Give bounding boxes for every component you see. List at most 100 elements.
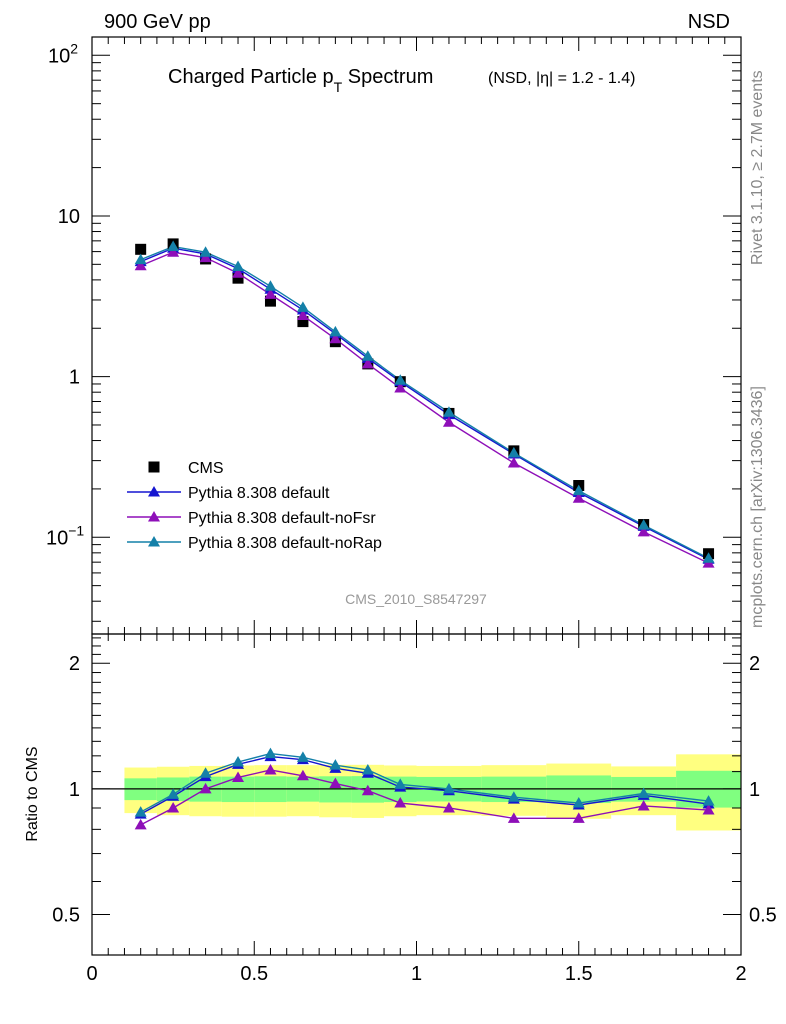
ratio-point-noFsr <box>637 799 650 811</box>
ratio-point-noRap <box>134 806 147 817</box>
data-point-noRap <box>394 374 407 385</box>
rivet-version-label: Rivet 3.1.10, ≥ 2.7M events <box>749 70 766 265</box>
data-point-noFsr <box>329 332 342 344</box>
data-point-noRap <box>572 484 585 496</box>
y-tick-label: 1 <box>69 367 80 389</box>
ratio-point-noFsr <box>394 797 407 808</box>
ratio-point-noFsr <box>167 801 180 813</box>
data-point-noFsr <box>264 288 277 299</box>
x-tick-label: 1 <box>411 963 422 985</box>
data-point-noRap <box>134 253 147 265</box>
ratio-point-noFsr <box>329 777 342 789</box>
ratio-point-noRap <box>394 778 407 789</box>
ratio-line-noFsr <box>140 769 709 826</box>
data-point-noFsr <box>232 267 245 278</box>
ratio-point-noRap <box>199 767 212 778</box>
ratio-point-noRap <box>361 763 374 775</box>
ratio-point-noRap <box>572 797 585 808</box>
ratio-line-noRap <box>140 752 709 813</box>
data-point-noRap <box>199 246 212 257</box>
data-point-noFsr <box>199 251 212 263</box>
main-title-text: Charged Particle p <box>168 66 334 88</box>
x-tick-label: 0.5 <box>240 963 268 985</box>
ratio-y-tick-label-left: 0.5 <box>52 905 80 927</box>
ratio-point-noFsr <box>199 782 212 794</box>
data-point-noFsr <box>637 525 650 537</box>
data-point-noFsr <box>167 246 180 257</box>
ratio-point-noRap <box>507 791 520 802</box>
data-point-noRap <box>702 552 715 563</box>
legend-marker-noRap <box>148 536 160 547</box>
data-point-noRap <box>167 240 180 252</box>
main-plot-panel: 102 10 1 10−1 <box>46 36 742 635</box>
ratio-point-noRap <box>264 747 277 759</box>
analysis-watermark: CMS_2010_S8547297 <box>345 591 487 607</box>
legend-marker-default <box>148 486 160 497</box>
legend-marker-cms <box>148 461 160 473</box>
data-point-noFsr <box>572 492 585 503</box>
header-left: 900 GeV pp <box>104 11 211 33</box>
ratio-y-tick-label-right: 0.5 <box>749 905 777 927</box>
ratio-y-axis-label: Ratio to CMS <box>24 746 41 841</box>
legend-label-noFsr: Pythia 8.308 default-noFsr <box>188 510 376 527</box>
ratio-point-noFsr <box>264 763 277 775</box>
data-point-noRap <box>361 350 374 361</box>
ratio-point-noFsr <box>507 812 520 823</box>
x-tick-label: 1.5 <box>565 963 593 985</box>
data-point-cms <box>232 272 244 284</box>
ratio-point-noFsr <box>361 784 374 796</box>
ratio-point-noFsr <box>232 771 245 782</box>
ratio-point-noRap <box>702 795 715 806</box>
main-title-sub: T <box>334 79 343 95</box>
data-point-noRap <box>637 519 650 530</box>
ratio-point-noRap <box>637 787 650 798</box>
legend-label-noRap: Pythia 8.308 default-noRap <box>188 535 382 552</box>
y-tick-label: 10−1 <box>46 522 84 549</box>
data-point-cms <box>264 295 276 307</box>
data-point-noRap <box>296 301 309 312</box>
data-point-noFsr <box>442 416 455 427</box>
ratio-plot-panel: 0 0.5 1 1.5 2 0.5 0.5 1 1 2 2 <box>52 37 777 985</box>
ratio-point-noFsr <box>702 804 715 815</box>
ratio-y-tick-label-left: 1 <box>69 779 80 801</box>
ratio-point-noFsr <box>442 801 455 813</box>
data-point-noRap <box>507 446 520 458</box>
legend-marker-noFsr <box>148 511 160 522</box>
ratio-point-noFsr <box>572 812 585 823</box>
ratio-y-tick-label-right: 1 <box>749 779 760 801</box>
y-tick-label: 102 <box>48 40 78 67</box>
data-point-noRap <box>329 325 342 337</box>
ratio-point-noFsr <box>296 769 309 781</box>
ratio-point-noRap <box>442 782 455 794</box>
y-tick-label: 10 <box>58 206 80 228</box>
data-point-cms <box>135 243 147 255</box>
header-right: NSD <box>688 11 730 33</box>
data-point-noFsr <box>134 259 147 271</box>
ratio-point-noFsr <box>134 818 147 830</box>
main-title: Charged Particle pT Spectrum <box>168 66 433 95</box>
legend: CMS Pythia 8.308 default Pythia 8.308 defa… <box>127 460 382 552</box>
ratio-y-tick-label-right: 2 <box>749 653 760 675</box>
x-tick-label: 2 <box>735 963 746 985</box>
data-point-noFsr <box>394 381 407 393</box>
data-point-noFsr <box>507 456 520 468</box>
main-title-selection: (NSD, |η| = 1.2 - 1.4) <box>488 70 635 87</box>
ratio-point-noRap <box>296 751 309 762</box>
legend-label-default: Pythia 8.308 default <box>188 485 330 502</box>
x-tick-label: 0 <box>86 963 97 985</box>
ratio-y-tick-label-left: 2 <box>69 653 80 675</box>
mcplots-reference-label: mcplots.cern.ch [arXiv:1306.3436] <box>749 386 766 628</box>
data-point-noRap <box>232 260 245 271</box>
data-point-noRap <box>442 406 455 417</box>
data-point-noFsr <box>361 357 374 369</box>
data-point-noRap <box>264 280 277 291</box>
ratio-point-noRap <box>329 759 342 770</box>
ratio-point-noRap <box>167 788 180 799</box>
data-point-noFsr <box>296 309 309 321</box>
data-point-cms <box>297 316 309 328</box>
ratio-line-default <box>140 755 709 815</box>
main-title-rest: Spectrum <box>342 66 433 88</box>
legend-label-cms: CMS <box>188 460 224 477</box>
ratio-point-noRap <box>232 755 245 767</box>
